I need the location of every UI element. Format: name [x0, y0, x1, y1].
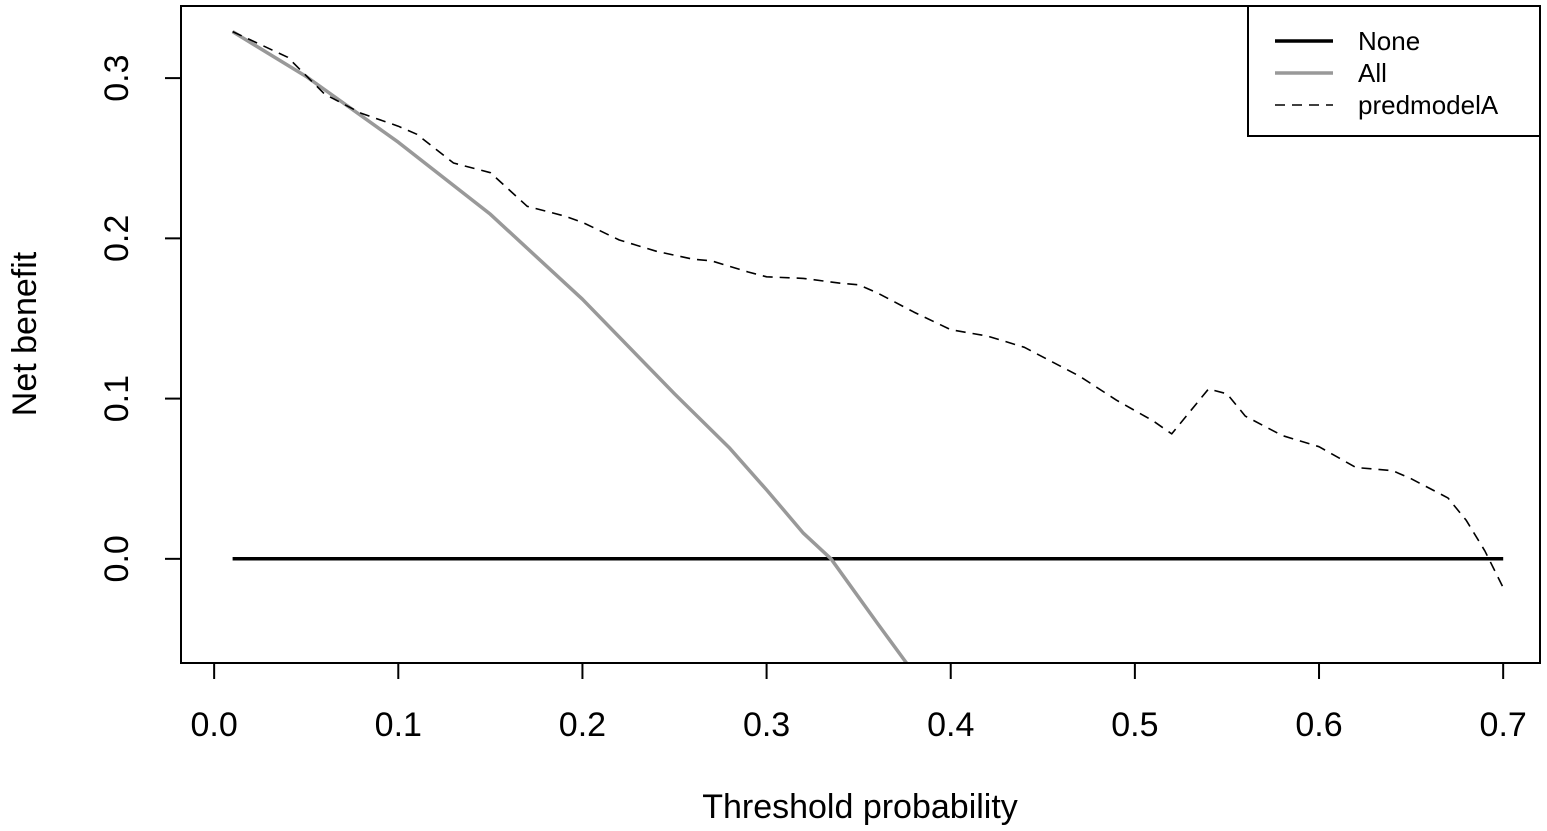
x-tick-label: 0.2 — [559, 706, 606, 744]
series-line-all — [231, 30, 908, 665]
y-tick-label: 0.0 — [98, 535, 136, 582]
y-tick-label: 0.3 — [98, 54, 136, 101]
x-tick-label: 0.4 — [927, 706, 974, 744]
x-tick-label: 0.1 — [375, 706, 422, 744]
series-line-predmodela — [232, 30, 1504, 589]
legend-label-predmodela: predmodelA — [1358, 90, 1499, 120]
legend-label-all: All — [1358, 58, 1387, 88]
series-layer — [231, 30, 1504, 665]
x-axis: 0.0 0.1 0.2 0.3 0.4 0.5 0.6 0.7 — [191, 662, 1527, 744]
y-axis: 0.0 0.1 0.2 0.3 — [98, 54, 182, 582]
x-tick-label: 0.5 — [1111, 706, 1158, 744]
x-tick-label: 0.0 — [191, 706, 238, 744]
x-tick-label: 0.7 — [1480, 706, 1527, 744]
legend-box — [1247, 5, 1541, 137]
x-tick-label: 0.3 — [743, 706, 790, 744]
y-axis-title: Net benefit — [6, 251, 44, 416]
x-tick-label: 0.6 — [1295, 706, 1342, 744]
y-tick-label: 0.2 — [98, 215, 136, 262]
x-axis-title: Threshold probability — [702, 788, 1018, 826]
legend-label-none: None — [1358, 26, 1420, 56]
y-tick-label: 0.1 — [98, 375, 136, 422]
